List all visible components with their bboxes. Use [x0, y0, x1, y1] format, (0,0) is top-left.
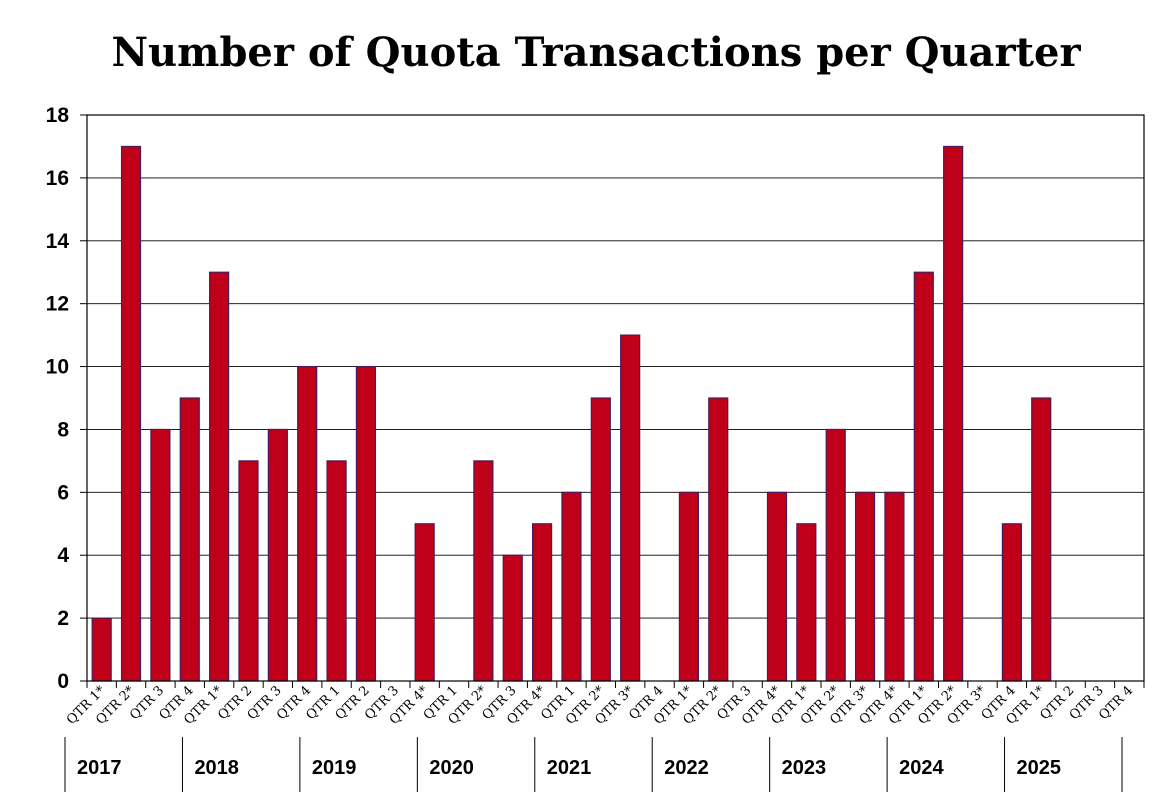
bar: [238, 460, 259, 682]
year-label: 2019: [312, 757, 357, 779]
bar: [531, 523, 553, 682]
bars: [91, 145, 1052, 682]
gridlines: [87, 177, 1144, 619]
bar: [326, 460, 347, 682]
year-label: 2022: [664, 757, 709, 779]
bar: [796, 523, 817, 682]
y-tick-label: 16: [46, 167, 69, 190]
bar: [179, 397, 200, 682]
bar: [590, 397, 611, 682]
y-tick-label: 2: [57, 607, 69, 630]
y-tick-label: 8: [57, 418, 69, 441]
bar: [678, 491, 700, 682]
bar: [502, 554, 523, 682]
y-tick-label: 18: [46, 104, 70, 127]
year-label: 2021: [547, 757, 592, 779]
y-tick-label: 14: [46, 230, 70, 253]
year-label: 2024: [899, 757, 944, 779]
bar: [150, 428, 171, 682]
bar: [1001, 523, 1022, 682]
year-label: 2025: [1017, 757, 1062, 779]
y-tick-label: 10: [46, 356, 69, 379]
bar: [91, 617, 112, 682]
bar: [473, 460, 494, 682]
bar: [854, 491, 876, 682]
bar: [267, 428, 288, 682]
y-tick-label: 0: [57, 670, 69, 693]
bar: [355, 365, 377, 682]
bar: [708, 397, 729, 682]
bar: [943, 145, 964, 682]
year-label: 2017: [77, 757, 122, 779]
y-tick-label: 6: [57, 481, 69, 504]
bar: [766, 491, 788, 682]
bar: [209, 271, 230, 682]
bar: [297, 365, 318, 682]
year-label: 2023: [782, 757, 827, 779]
y-axis-ticks: 0 2 4 6 8 10 12 14 16 18: [46, 104, 87, 693]
bar: [884, 491, 905, 682]
year-label: 2018: [194, 757, 239, 779]
year-label: 2020: [429, 757, 474, 779]
bar: [620, 334, 641, 682]
bar: [1031, 397, 1052, 682]
bar: [561, 491, 582, 682]
y-tick-label: 4: [57, 544, 69, 567]
chart-title: Number of Quota Transactions per Quarter: [111, 29, 1081, 76]
bar: [825, 428, 846, 682]
y-tick-label: 12: [46, 293, 69, 316]
bar: [414, 523, 435, 682]
bar: [120, 145, 142, 682]
year-labels: 2017 2018 2019 2020 2021 2022 2023 2024 2025: [64, 737, 1123, 792]
bar: [913, 271, 934, 682]
